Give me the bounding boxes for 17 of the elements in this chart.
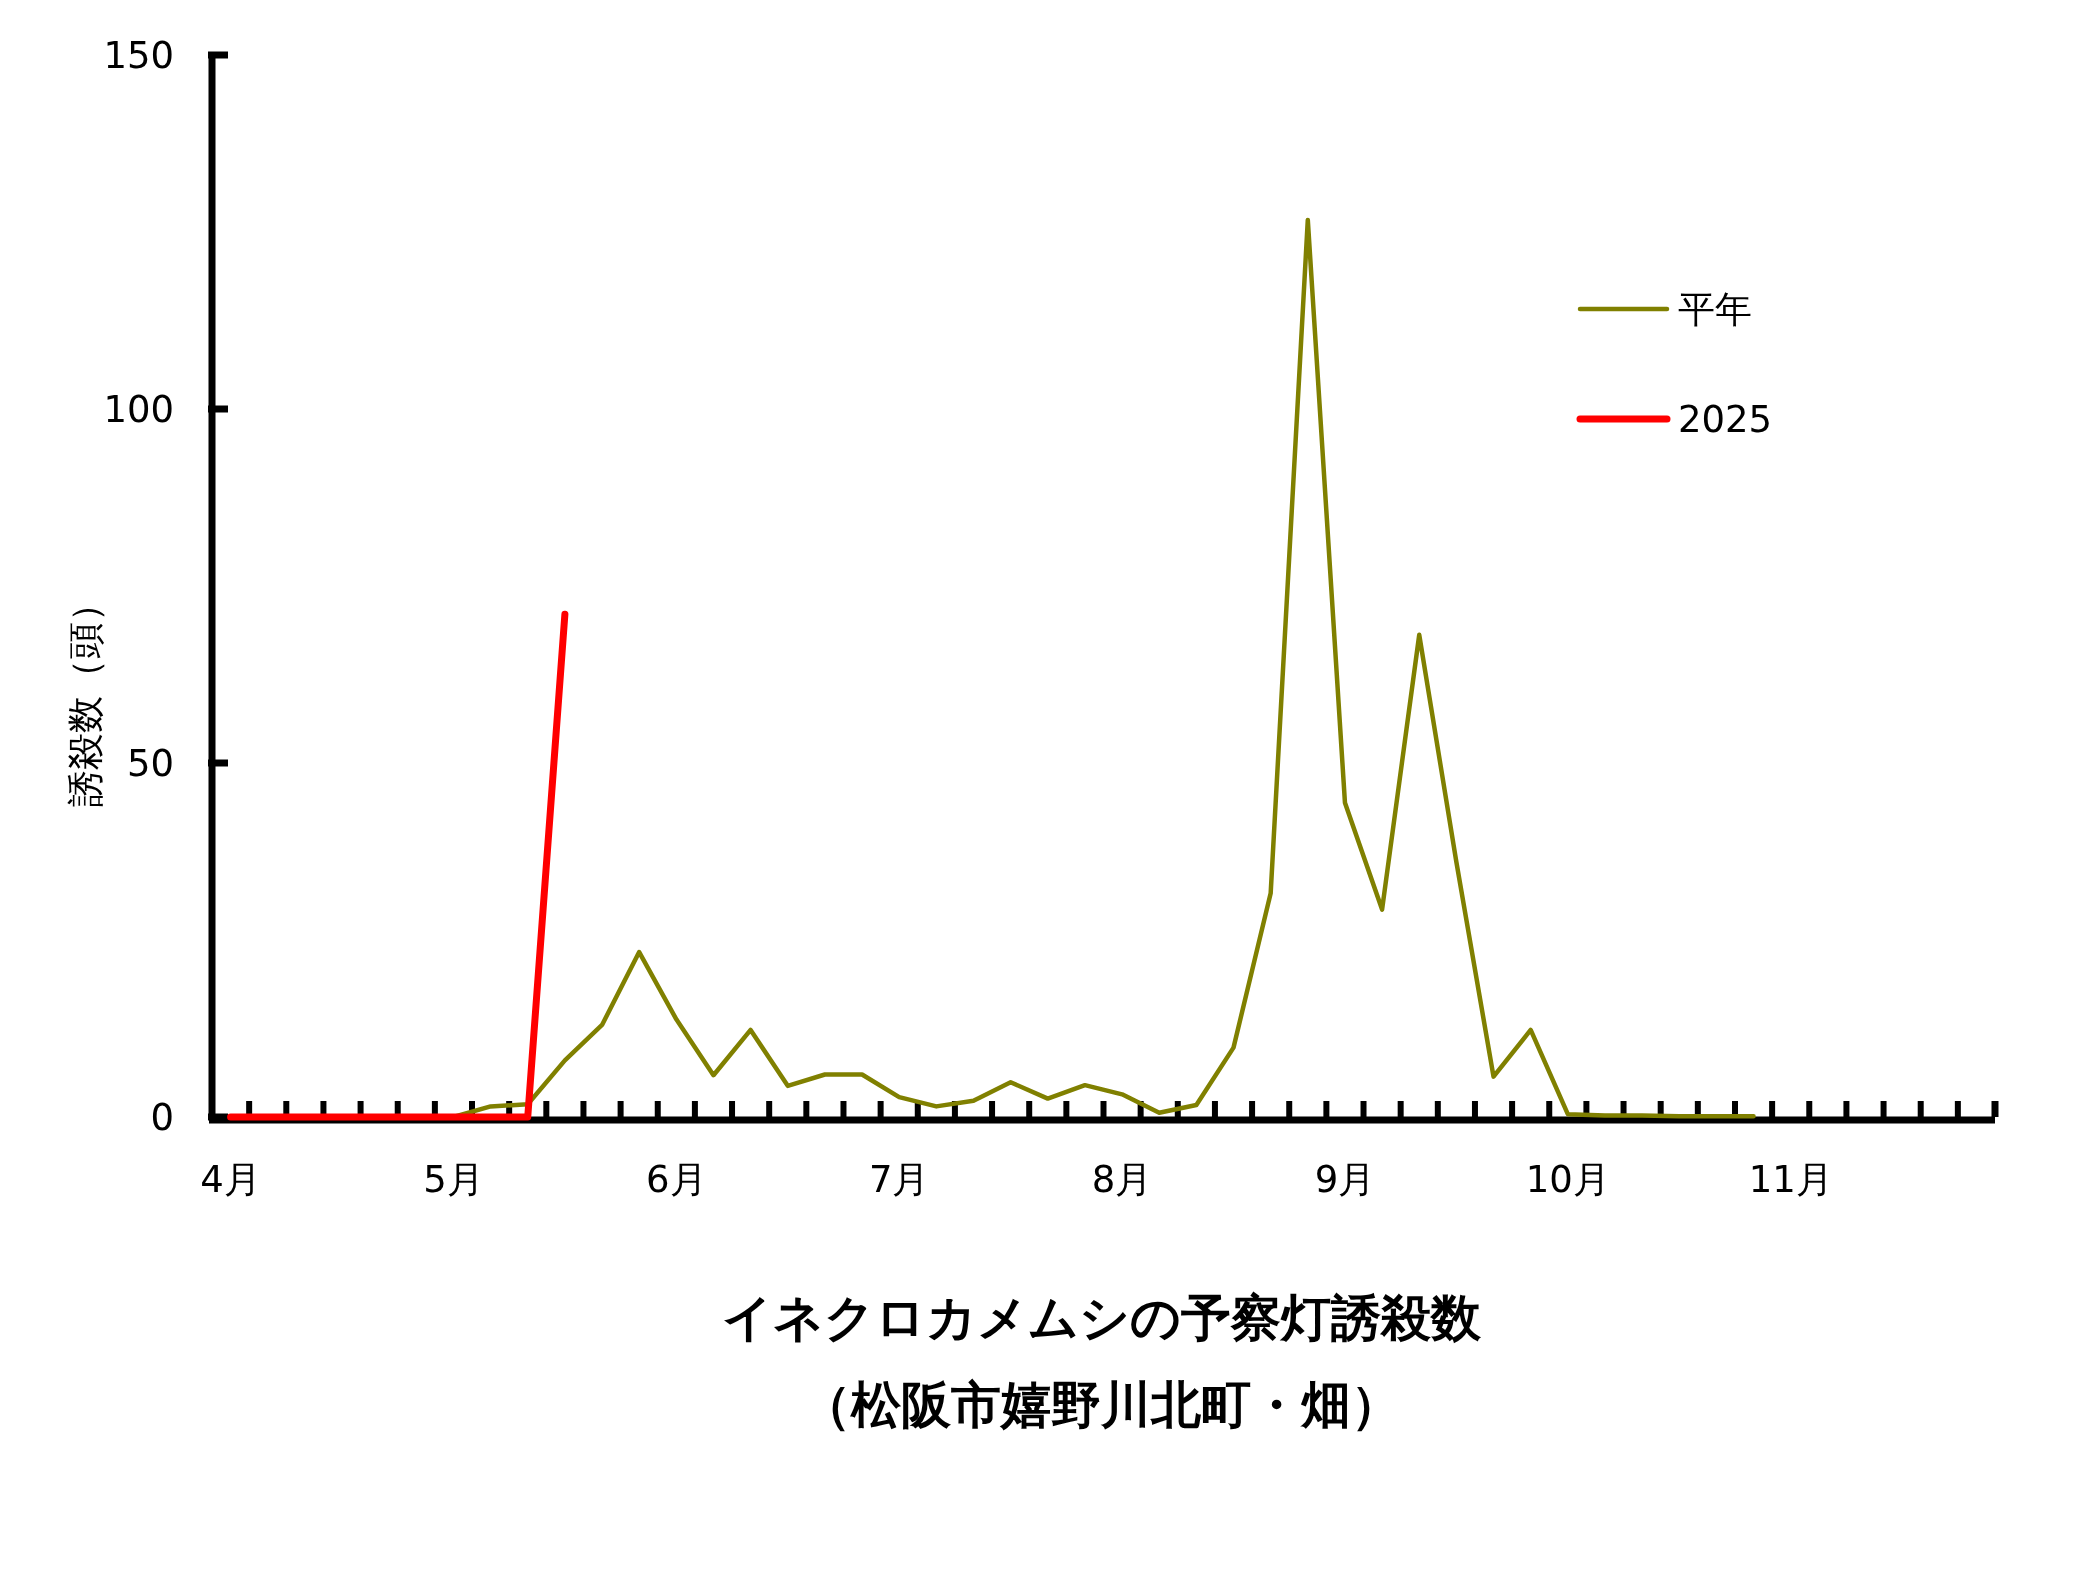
x-tick-label: 6月 <box>646 1158 707 1201</box>
x-tick-label: 7月 <box>868 1158 930 1201</box>
legend-label: 平年 <box>1678 288 1752 331</box>
text: イネクロカメムシの予察灯誘殺数 <box>721 1289 1482 1347</box>
y-tick-label: 100 <box>103 388 174 431</box>
x-tick-label: 8月 <box>1091 1158 1153 1201</box>
y-tick-label: 150 <box>103 34 174 77</box>
legend-label: 2025 <box>1678 398 1773 441</box>
x-tick-label: 11月 <box>1748 1158 1833 1201</box>
x-tick-label: 10月 <box>1525 1158 1610 1201</box>
x-tick-label: 5月 <box>423 1158 484 1201</box>
text: （松阪市嬉野川北町・畑） <box>801 1376 1401 1434</box>
x-tick-label: 4月 <box>200 1158 261 1201</box>
y-axis-title: 誘殺数（頭） <box>64 585 107 807</box>
y-tick-label: 0 <box>150 1096 174 1139</box>
x-tick-label: 9月 <box>1314 1158 1376 1201</box>
y-tick-label: 50 <box>126 742 174 785</box>
